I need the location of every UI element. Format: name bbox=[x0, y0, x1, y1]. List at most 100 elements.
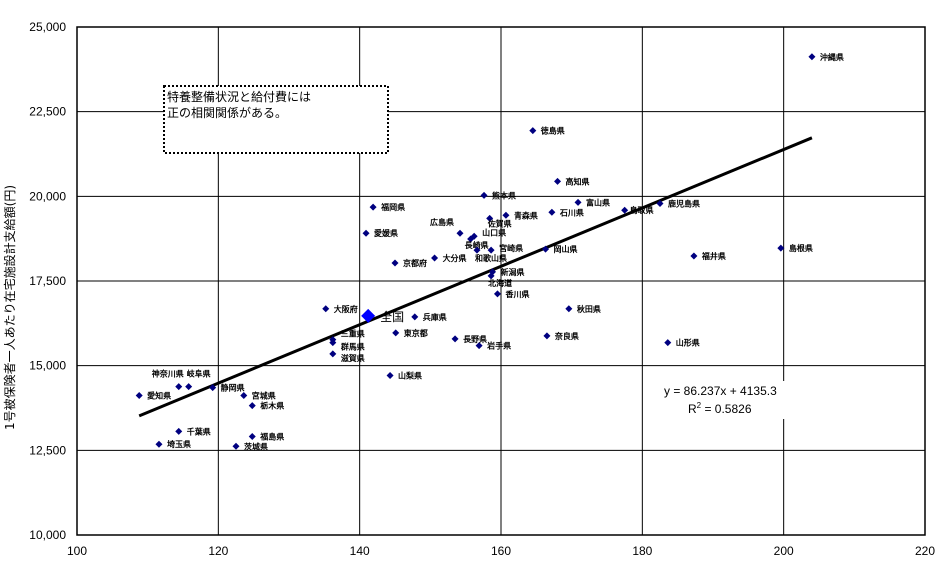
data-point-label: 高知県 bbox=[566, 176, 590, 186]
data-point-marker bbox=[329, 339, 337, 347]
data-point-marker bbox=[232, 442, 240, 450]
data-point-label: 北海道 bbox=[488, 278, 512, 288]
data-point-marker bbox=[411, 313, 419, 321]
data-point-marker bbox=[486, 214, 494, 222]
data-point-marker bbox=[467, 235, 475, 243]
trendline bbox=[138, 136, 813, 418]
data-point-label: 千葉県 bbox=[187, 426, 211, 436]
data-point-marker bbox=[664, 339, 672, 347]
y-tick-label: 10,000 bbox=[29, 528, 66, 542]
data-point-marker bbox=[369, 203, 377, 211]
data-point-label: 東京都 bbox=[404, 328, 428, 338]
data-point-label: 山口県 bbox=[482, 227, 506, 237]
data-point-label: 埼玉県 bbox=[167, 439, 191, 449]
data-point-label: 京都府 bbox=[403, 258, 427, 268]
annotation-line-2: 正の相関関係がある。 bbox=[167, 105, 287, 120]
y-tick-label: 20,000 bbox=[29, 189, 66, 203]
data-point-label: 佐賀県 bbox=[487, 218, 512, 228]
data-point-marker bbox=[487, 272, 495, 280]
data-point-marker bbox=[502, 211, 510, 219]
data-point-label: 沖縄県 bbox=[820, 52, 844, 62]
data-point-label: 群馬県 bbox=[340, 342, 365, 352]
data-point-label: 神奈川県 bbox=[152, 369, 184, 379]
data-point-marker bbox=[480, 191, 488, 199]
trend-equation: y = 86.237x + 4135.3 bbox=[664, 384, 777, 398]
data-point-marker bbox=[329, 350, 337, 358]
r-squared: R2 = 0.5826 bbox=[688, 401, 752, 416]
data-point-label: 大分県 bbox=[443, 253, 467, 263]
data-point-marker bbox=[386, 371, 394, 379]
data-point-label: 青森県 bbox=[514, 210, 538, 220]
data-point-marker bbox=[248, 402, 256, 410]
data-point-marker bbox=[529, 127, 537, 135]
data-point-label: 静岡県 bbox=[221, 383, 245, 393]
data-point-marker bbox=[431, 254, 439, 262]
data-point-label: 山梨県 bbox=[398, 370, 422, 380]
x-tick-label: 100 bbox=[67, 544, 87, 558]
data-point-marker bbox=[473, 246, 481, 254]
data-point-label: 三重県 bbox=[341, 329, 365, 339]
annotation-box: 特養整備状況と給付費には 正の相関関係がある。 bbox=[163, 85, 389, 154]
data-point-label: 新潟県 bbox=[501, 267, 525, 277]
data-point-label: 鹿児島県 bbox=[668, 198, 700, 208]
data-point-marker bbox=[392, 329, 400, 337]
data-point-marker bbox=[548, 208, 556, 216]
data-point-label: 宮城県 bbox=[252, 390, 276, 400]
data-point-label: 石川県 bbox=[559, 207, 584, 217]
data-point-marker bbox=[690, 252, 698, 260]
data-point-marker bbox=[808, 53, 816, 61]
r2-value: = 0.5826 bbox=[701, 402, 752, 416]
data-point-marker bbox=[248, 432, 256, 440]
data-point-marker bbox=[135, 391, 143, 399]
data-point-label: 広島県 bbox=[430, 217, 454, 227]
data-point-label: 富山県 bbox=[586, 197, 610, 207]
data-point-label: 愛媛県 bbox=[374, 228, 398, 238]
data-point-marker bbox=[656, 199, 664, 207]
data-point-label: 大阪府 bbox=[334, 304, 358, 314]
y-tick-label: 22,500 bbox=[29, 105, 66, 119]
data-point-marker bbox=[574, 198, 582, 206]
data-point-marker bbox=[456, 229, 464, 237]
x-tick-label: 220 bbox=[915, 544, 935, 558]
data-point-marker bbox=[175, 427, 183, 435]
data-point-label: 島根県 bbox=[789, 243, 813, 253]
x-tick-label: 140 bbox=[350, 544, 370, 558]
data-point-marker bbox=[391, 259, 399, 267]
data-point-label: 熊本県 bbox=[492, 190, 516, 200]
data-point-marker bbox=[777, 244, 785, 252]
x-axis-ticks: 100 120 140 160 180 200 220 bbox=[67, 544, 935, 558]
r2-superscript: 2 bbox=[697, 401, 702, 410]
y-axis-ticks: 10,000 12,500 15,000 17,500 20,000 22,500 25,0… bbox=[29, 20, 66, 542]
data-point-label: 長野県 bbox=[463, 334, 487, 344]
data-point-marker bbox=[240, 391, 248, 399]
data-point-marker bbox=[209, 384, 217, 392]
data-point-marker bbox=[542, 245, 550, 253]
data-point-marker bbox=[475, 342, 483, 350]
data-point-label: 宮崎県 bbox=[499, 243, 523, 253]
data-point-marker bbox=[175, 383, 183, 391]
r2-prefix: R bbox=[688, 402, 697, 416]
data-point-marker bbox=[322, 305, 330, 313]
data-point-marker bbox=[361, 308, 376, 323]
data-point-label: 愛知県 bbox=[147, 390, 171, 400]
data-point-label: 秋田県 bbox=[576, 304, 601, 314]
data-point-marker bbox=[185, 383, 193, 391]
data-point-label: 栃木県 bbox=[260, 401, 284, 411]
regression-label: y = 86.237x + 4135.3 R2 = 0.5826 bbox=[663, 381, 787, 419]
y-tick-label: 17,500 bbox=[29, 274, 66, 288]
data-point-label: 岩手県 bbox=[486, 341, 511, 351]
data-point-marker bbox=[554, 177, 562, 185]
data-point-label: 福岡県 bbox=[380, 202, 405, 212]
x-tick-label: 200 bbox=[774, 544, 794, 558]
data-point-label: 長崎県 bbox=[465, 240, 489, 250]
data-point-label: 山形県 bbox=[676, 338, 700, 348]
data-point-marker bbox=[565, 305, 573, 313]
x-tick-label: 180 bbox=[632, 544, 652, 558]
data-point-label: 岡山県 bbox=[554, 244, 578, 254]
data-point-marker bbox=[621, 206, 629, 214]
data-point-label: 香川県 bbox=[504, 289, 529, 299]
data-point-label: 岐阜県 bbox=[187, 369, 211, 379]
y-tick-label: 15,000 bbox=[29, 359, 66, 373]
